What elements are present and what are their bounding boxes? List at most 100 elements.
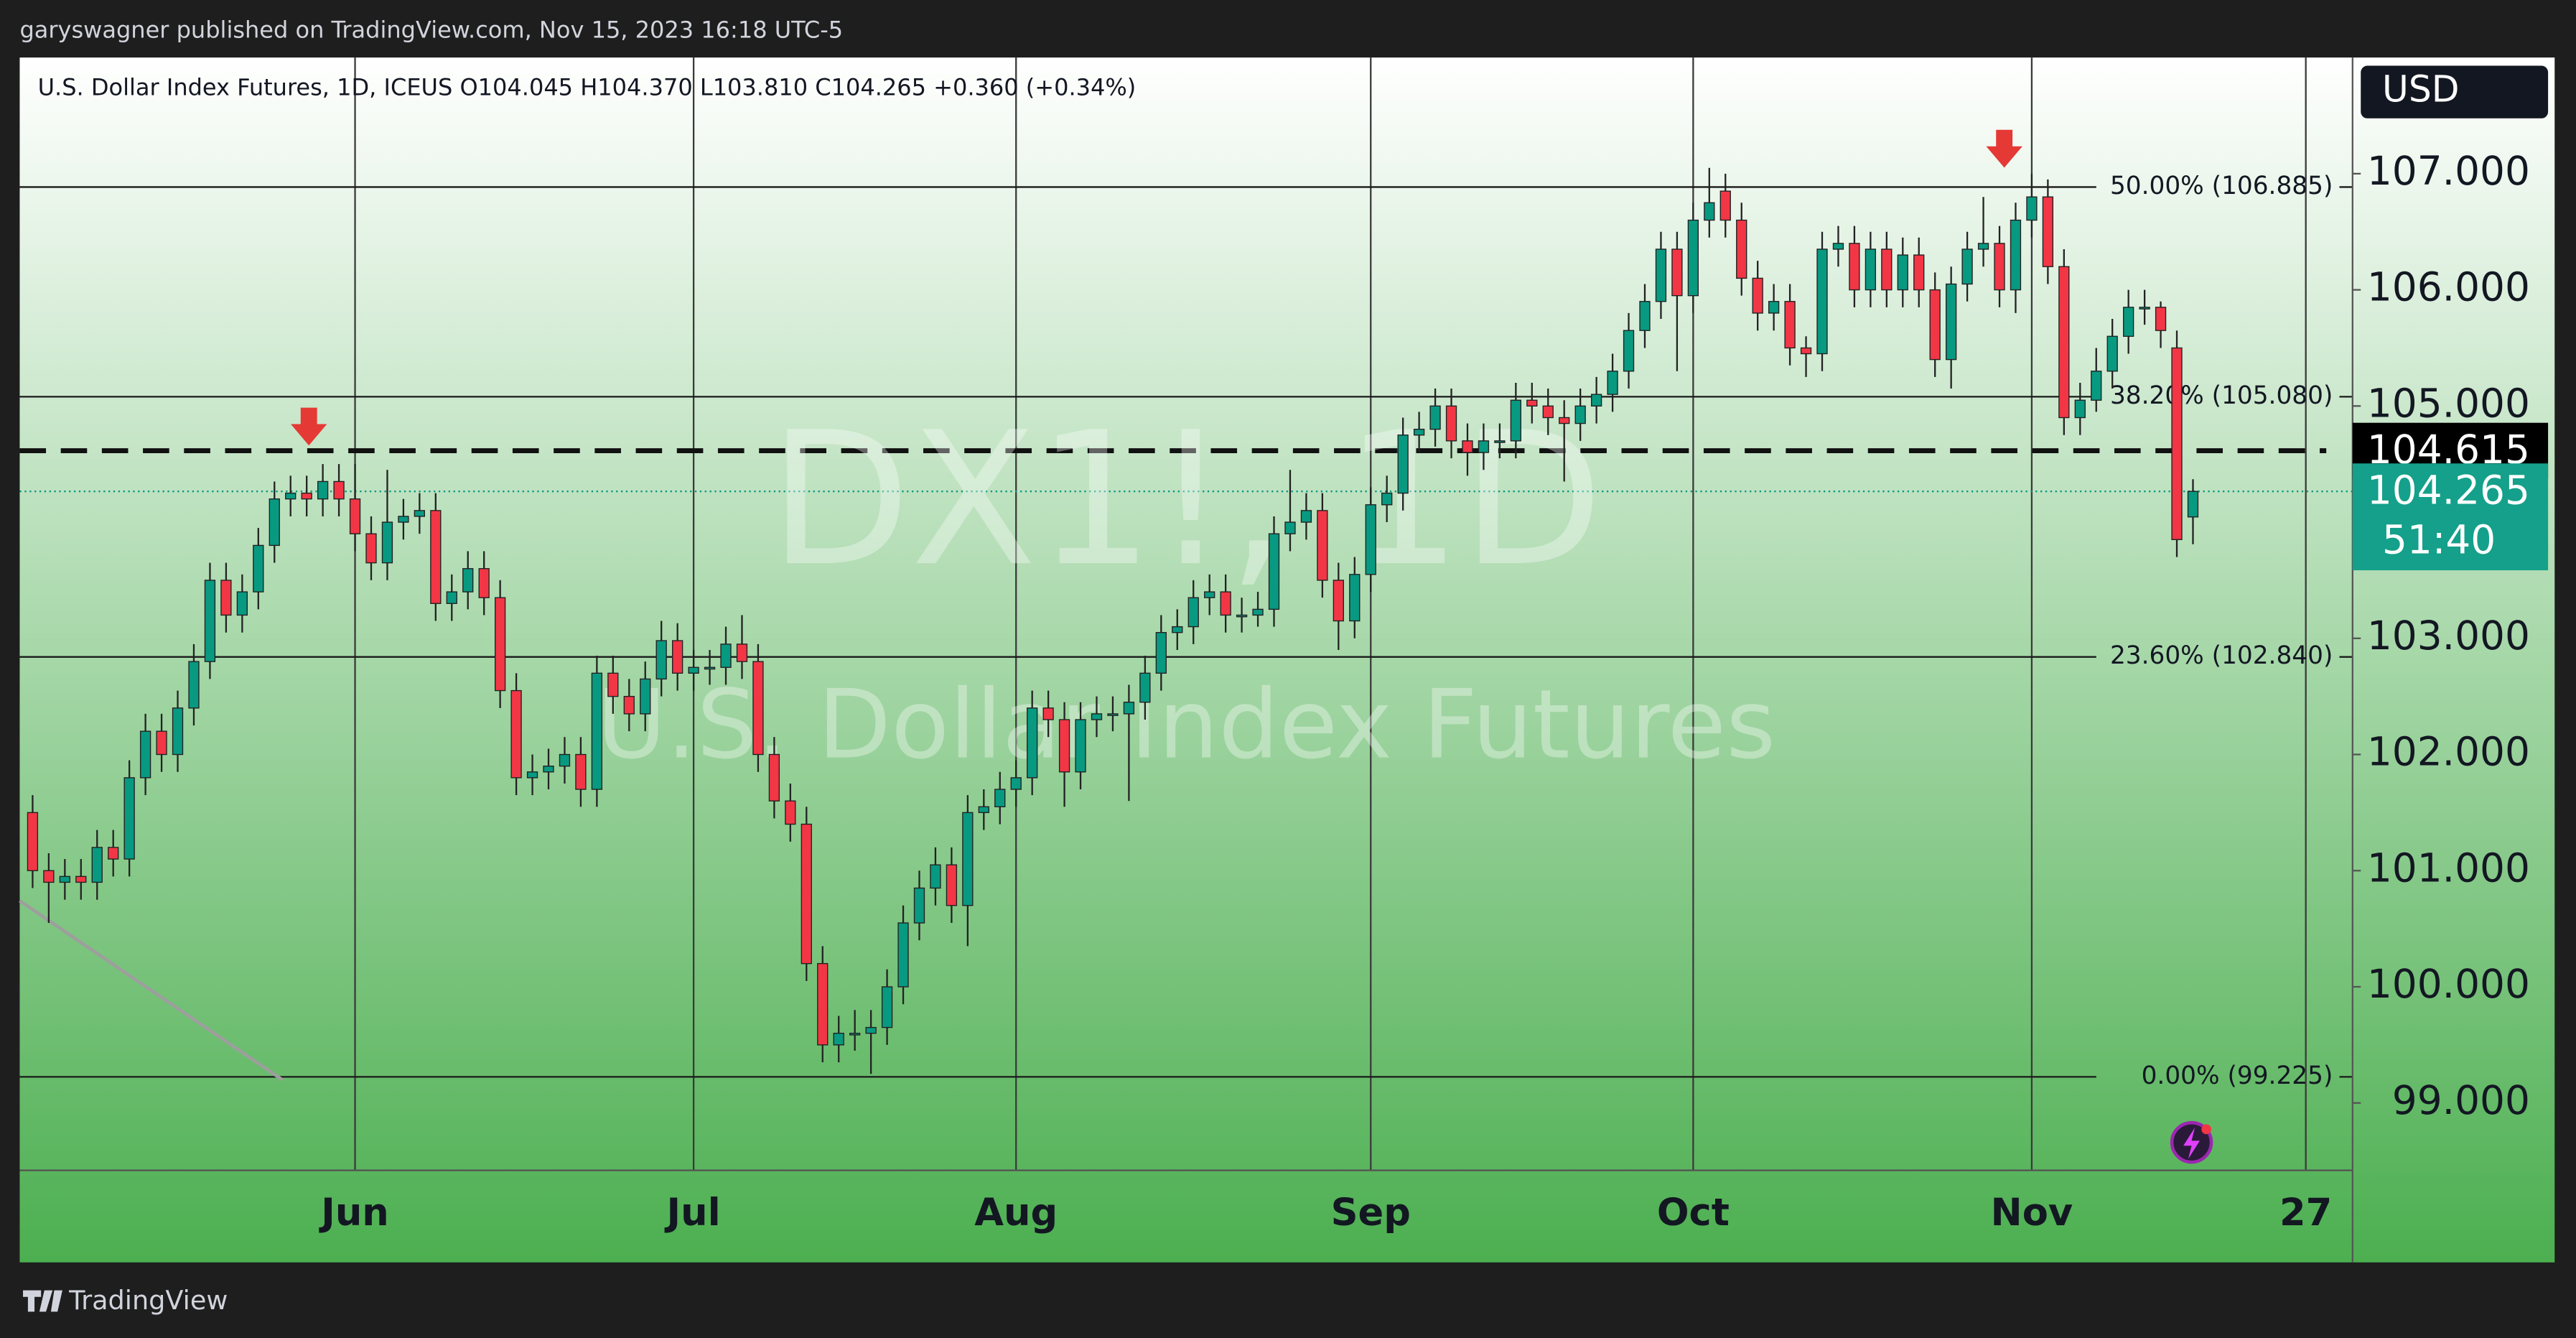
countdown-label: 51:40 <box>2382 516 2496 562</box>
candle-body <box>752 661 764 756</box>
brand-logo <box>23 1290 62 1312</box>
candle-body <box>994 789 1006 808</box>
candle-body <box>2106 335 2118 372</box>
candle-body <box>1946 283 1957 361</box>
candle-body <box>897 922 909 988</box>
candle-body <box>607 672 619 697</box>
candle-body <box>1187 597 1199 628</box>
publisher-line: garyswagner published on TradingView.com… <box>19 16 843 43</box>
currency-label: USD <box>2382 68 2460 111</box>
candle-body <box>1075 719 1086 773</box>
candle-body <box>139 730 151 779</box>
last-price-tag <box>2352 463 2549 571</box>
arrow-marker <box>1986 129 2022 168</box>
x-tick-label: 27 <box>2279 1191 2332 1235</box>
watermark-name: U.S. Dollar Index Futures <box>597 670 1775 781</box>
candle-body <box>1929 289 1941 361</box>
fib-label: 38.20% (105.080) <box>2110 381 2333 410</box>
candle-body <box>446 591 457 604</box>
last-price-label: 104.265 <box>2367 468 2530 514</box>
candle-body <box>1429 405 1441 430</box>
candle-body <box>1252 608 1264 616</box>
candle-body <box>462 568 474 593</box>
candle-body <box>59 875 70 883</box>
candle-body <box>1655 248 1667 302</box>
currency-box[interactable] <box>2361 65 2549 119</box>
candle-body <box>1961 248 1973 285</box>
candle-body <box>1381 492 1393 506</box>
candle-body <box>1559 417 1570 424</box>
candle-body <box>494 597 506 692</box>
candle-body <box>1800 347 1812 355</box>
candle-body <box>655 640 667 680</box>
brand-name: TradingView <box>68 1285 228 1316</box>
candle-body <box>1027 707 1038 779</box>
candle-body <box>2155 307 2167 331</box>
x-tick-label: Jul <box>665 1191 721 1235</box>
candle-body <box>736 644 748 662</box>
candle-body <box>414 510 426 517</box>
candle-body <box>2139 307 2150 310</box>
candle-body <box>1977 243 1989 250</box>
candle-body <box>1849 243 1860 291</box>
candle-body <box>688 666 699 674</box>
candle-body <box>1139 672 1151 703</box>
x-tick-label: Sep <box>1331 1191 1411 1235</box>
candle-body <box>946 864 958 906</box>
candle-body <box>623 695 635 715</box>
y-tick-label: 103.000 <box>2367 613 2530 659</box>
candle-body <box>1768 301 1780 314</box>
candle-body <box>1752 277 1763 314</box>
candle-body <box>2123 307 2134 337</box>
candle-body <box>930 864 941 889</box>
candle-body <box>398 516 409 523</box>
candle-body <box>1574 405 1586 424</box>
candle-body <box>1365 504 1376 575</box>
trend-line <box>19 899 284 1082</box>
candle-body <box>559 753 571 767</box>
candle-body <box>1220 591 1231 616</box>
candle-body <box>1494 440 1506 443</box>
y-tick-label: 100.000 <box>2367 961 2530 1007</box>
candle-body <box>720 644 732 668</box>
candle-body <box>1736 219 1747 279</box>
arrow-marker <box>291 407 327 446</box>
candle-body <box>817 962 829 1046</box>
candle-body <box>1010 777 1022 790</box>
fib-label: 23.60% (102.840) <box>2110 641 2333 670</box>
candle-body <box>156 730 167 756</box>
candle-body <box>1542 405 1554 419</box>
candle-body <box>1865 248 1877 291</box>
x-tick-label: Aug <box>974 1191 1058 1235</box>
candle-body <box>1091 713 1103 720</box>
candle-body <box>881 986 893 1028</box>
candle-body <box>672 640 683 674</box>
price-axis: Jun Jul Aug Sep Oct Nov 27 99.000 100.000 101.000… <box>319 148 2530 1235</box>
candle-body <box>1107 713 1119 716</box>
candle-body <box>913 887 925 924</box>
candle-body <box>1784 301 1796 349</box>
candle-body <box>204 580 216 662</box>
candle-body <box>172 707 184 756</box>
candle-body <box>301 492 312 500</box>
candle-body <box>269 498 280 547</box>
candle-body <box>2058 266 2070 419</box>
candle-body <box>123 777 135 860</box>
candle-body <box>365 533 377 564</box>
candle-body <box>801 823 812 965</box>
candle-body <box>849 1033 861 1036</box>
candle-body <box>75 875 87 883</box>
candle-body <box>1510 399 1521 442</box>
candle-body <box>285 492 297 500</box>
x-tick-label: Jun <box>319 1191 389 1235</box>
candle-body <box>1994 243 2005 291</box>
y-tick-label: 106.000 <box>2367 264 2530 310</box>
x-tick-label: Nov <box>1991 1191 2073 1235</box>
y-tick-label: 105.000 <box>2367 380 2530 426</box>
candle-body <box>43 870 55 883</box>
candle-body <box>220 580 232 616</box>
candle-body <box>108 847 119 860</box>
candle-body <box>1704 202 1715 221</box>
